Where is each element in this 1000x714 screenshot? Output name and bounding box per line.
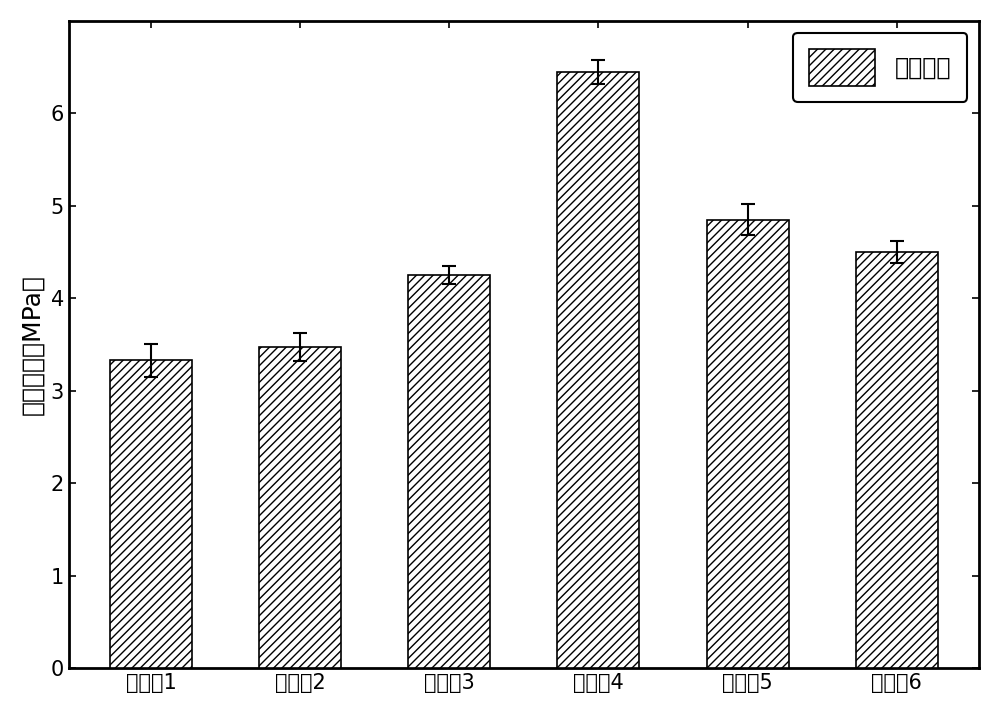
Bar: [408, 275, 490, 668]
Bar: [856, 252, 938, 668]
Bar: [259, 347, 341, 668]
Bar: [707, 220, 789, 668]
Bar: [110, 361, 192, 668]
Legend: 拉伸强度: 拉伸强度: [793, 33, 967, 102]
Bar: [557, 71, 639, 668]
Y-axis label: 拉伸强度（MPa）: 拉伸强度（MPa）: [21, 274, 45, 415]
